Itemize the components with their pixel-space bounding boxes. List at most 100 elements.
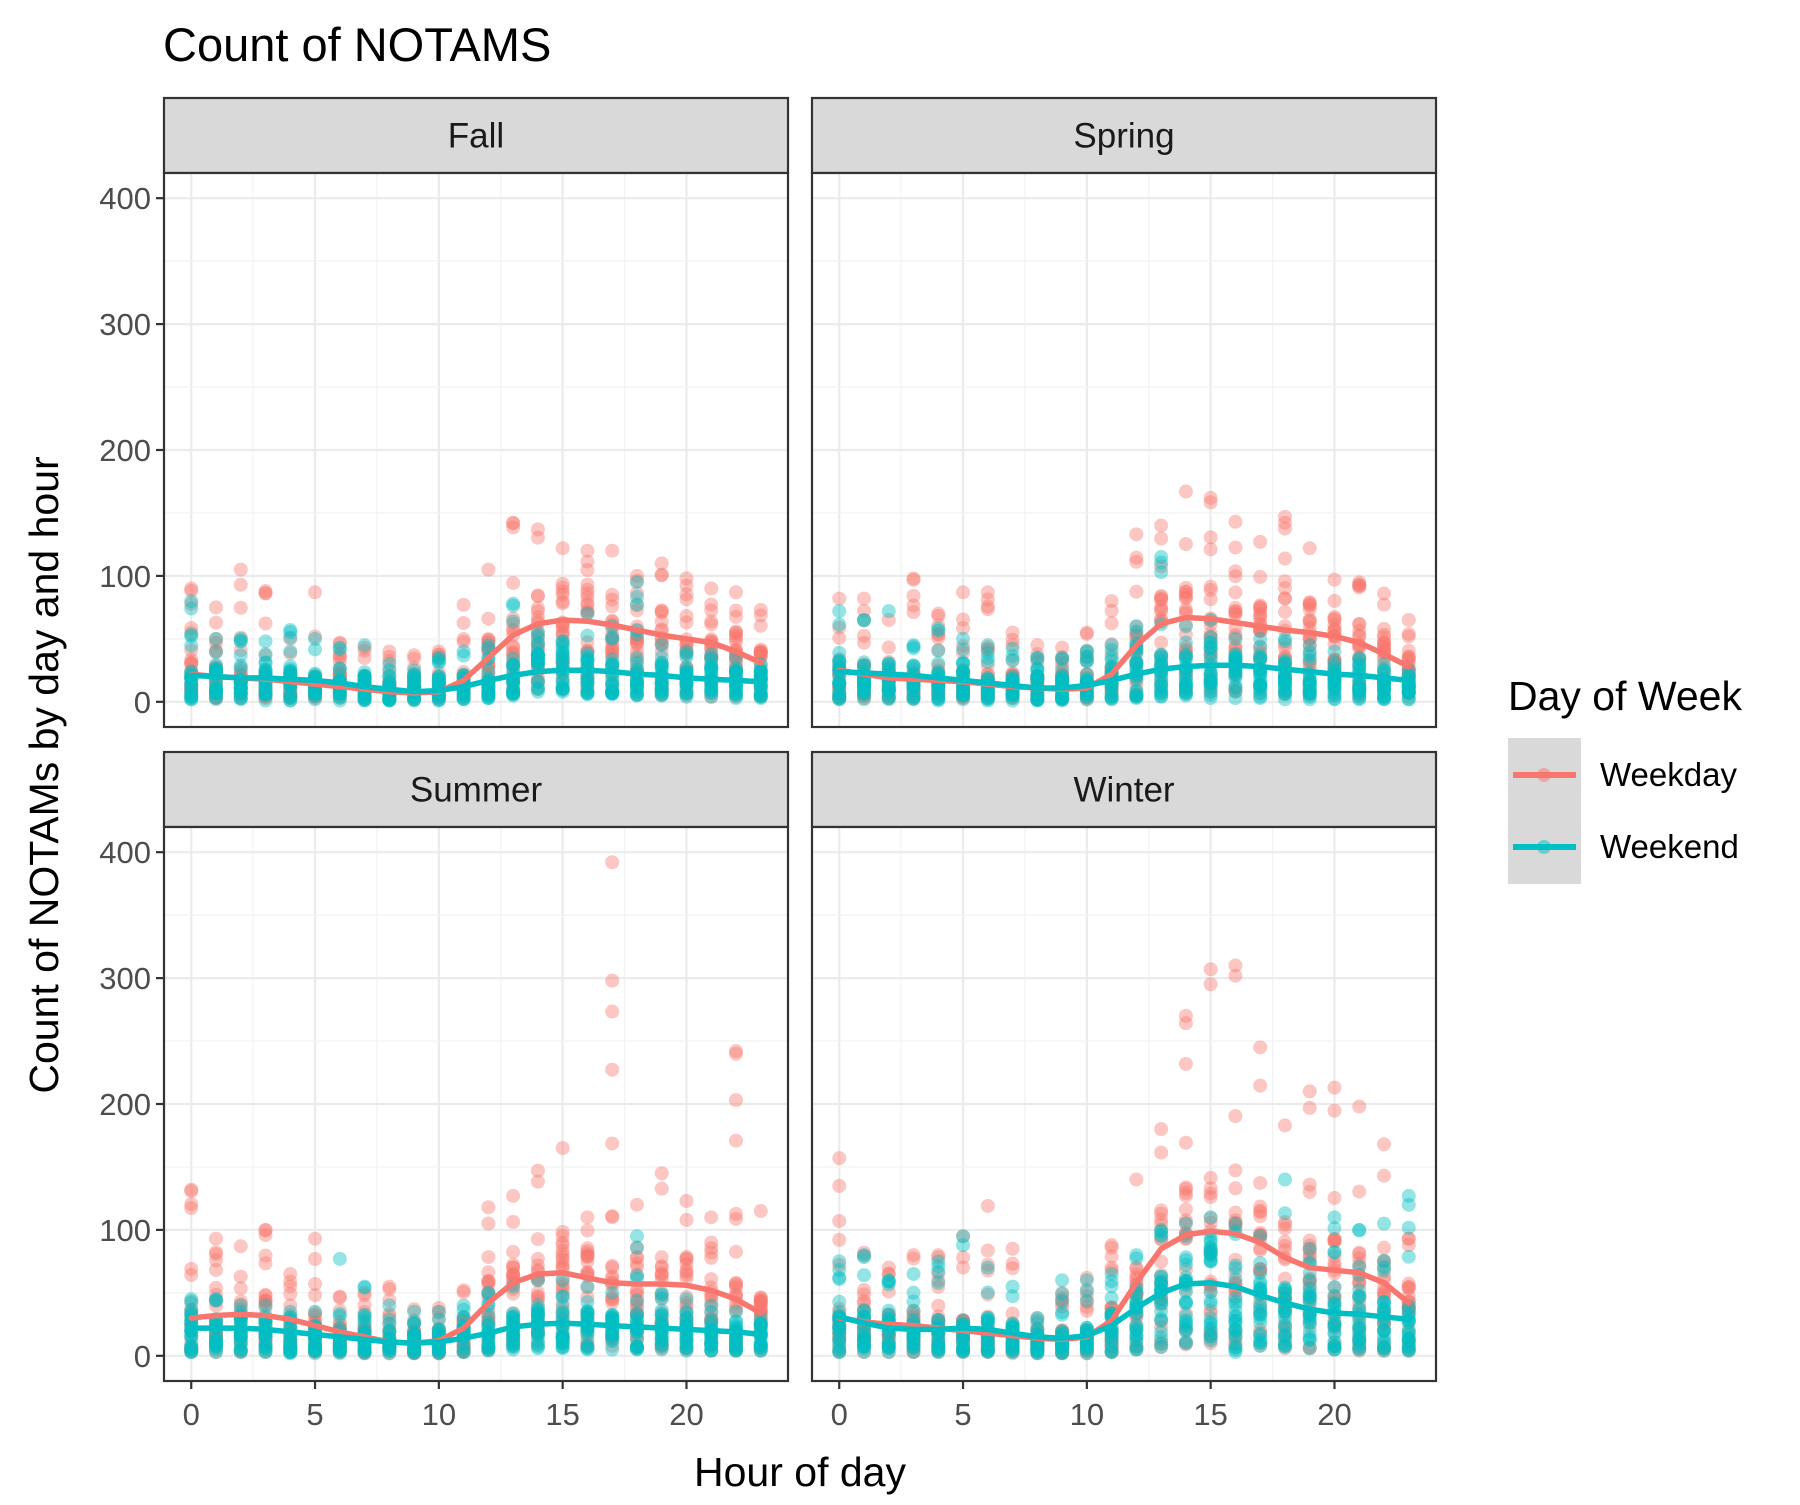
data-point-weekend [1055,689,1070,704]
data-point-weekday [679,615,694,630]
data-point-weekend [407,672,422,687]
y-axis-label: Count of NOTAMs by day and hour [21,456,67,1093]
data-point-weekend [906,639,921,654]
data-point-weekend [184,676,199,691]
data-point-weekday [679,643,694,658]
data-point-weekend [729,664,743,679]
data-point-weekend [233,690,248,705]
data-point-weekend [184,678,199,693]
data-point-weekday [332,650,347,665]
data-point-weekday [233,643,248,658]
data-point-weekday [679,1252,694,1267]
data-point-weekday [580,1249,595,1264]
y-tick-label: 300 [99,307,151,342]
data-point-weekend [530,636,545,651]
data-point-weekend [555,650,570,665]
data-point-weekday [1352,1099,1367,1114]
data-point-weekday [654,1181,669,1196]
data-point-weekday [209,686,223,701]
data-point-weekday [456,597,471,612]
data-point-weekend [530,654,545,669]
data-point-weekday [832,630,847,645]
data-point-weekday [555,674,570,689]
data-point-weekend [1178,635,1193,650]
data-point-weekend [1178,1216,1193,1231]
data-point-weekday [184,581,199,596]
data-point-weekday [580,645,595,660]
data-point-weekend [1327,1221,1342,1236]
data-point-weekday [233,1239,248,1254]
data-point-weekday [407,672,422,687]
data-point-weekend [832,645,847,660]
data-point-weekday [1253,1040,1268,1055]
data-point-weekday [332,666,347,681]
data-point-weekday [729,631,743,646]
data-point-weekend [233,679,248,694]
data-point-weekend [233,658,248,673]
data-point-weekday [1203,530,1218,545]
data-point-weekend [580,653,595,668]
y-tick-label: 0 [134,685,151,720]
data-point-weekend [679,686,694,701]
data-point-weekday [506,684,521,699]
data-point-weekday [555,656,570,671]
data-point-weekday [530,675,545,690]
data-point-weekend [832,617,847,632]
data-point-weekday [1277,604,1292,619]
data-point-weekday [233,686,248,701]
data-point-weekend [1253,1335,1268,1350]
data-point-weekday [605,599,620,614]
data-point-weekday [580,635,595,650]
data-point-weekday [729,1046,743,1061]
data-point-weekday [431,692,446,707]
data-point-weekday [654,614,669,629]
data-point-weekday [233,630,248,645]
data-point-weekday [209,631,223,646]
data-point-weekday [931,1298,946,1313]
data-point-weekday [605,627,620,642]
data-point-weekday [753,680,768,695]
data-point-weekday [704,1245,719,1260]
data-point-weekday [407,670,422,685]
x-tick-label: 0 [831,1397,848,1432]
data-point-weekday [729,664,743,679]
data-point-weekend [332,693,347,708]
data-point-weekend [431,693,446,708]
data-point-weekday [1327,593,1342,608]
data-point-weekend [407,693,422,708]
x-axis-summer: 0 5 10 15 20 [183,1381,704,1432]
data-point-weekend [931,691,946,706]
data-point-weekday [580,598,595,613]
data-point-weekend [258,655,273,670]
data-point-weekday [605,1136,620,1151]
data-point-weekend [530,680,545,695]
data-point-weekday [580,670,595,685]
data-point-weekend [357,1280,372,1295]
data-point-weekday [555,624,570,639]
data-point-weekday [431,669,446,684]
chart-title: Count of NOTAMS [163,18,551,71]
data-point-weekday [753,645,768,660]
data-point-weekend [407,674,422,689]
data-point-weekend [832,686,847,701]
data-point-weekday [605,1004,620,1019]
data-point-weekend [184,690,199,705]
data-point-weekend [283,690,298,705]
data-point-weekend [332,1306,347,1321]
data-point-weekday [1302,541,1317,556]
data-point-weekend [407,692,422,707]
data-point-weekend [481,691,496,706]
data-point-weekend [629,1240,644,1255]
data-point-weekend [1178,1295,1193,1310]
data-point-weekday [729,1093,743,1108]
data-point-weekday [332,668,347,683]
panel-strip-fall [162,96,790,175]
data-point-weekend [555,653,570,668]
data-point-weekday [1154,1145,1169,1160]
data-point-weekday [605,635,620,650]
data-point-weekday [1203,495,1218,510]
data-point-weekday [258,687,273,702]
data-point-weekday [704,648,719,663]
data-point-weekend [209,681,223,696]
data-point-weekend [258,687,273,702]
